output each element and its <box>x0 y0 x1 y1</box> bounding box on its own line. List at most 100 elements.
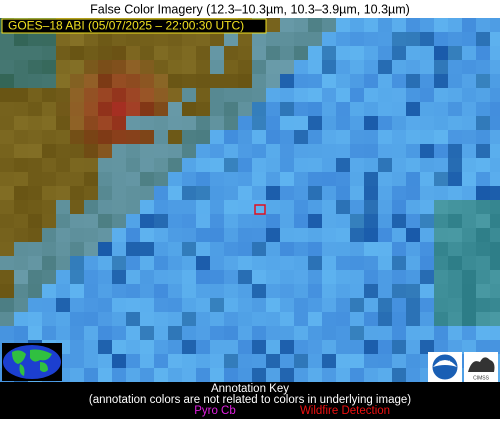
image-pixel <box>308 284 322 298</box>
image-pixel <box>42 312 56 326</box>
image-pixel <box>266 326 280 340</box>
image-pixel <box>280 130 294 144</box>
image-pixel <box>14 214 28 228</box>
image-pixel <box>448 60 462 74</box>
image-pixel <box>364 284 378 298</box>
image-pixel <box>420 18 434 32</box>
image-pixel <box>182 340 196 354</box>
image-pixel <box>476 158 490 172</box>
image-pixel <box>392 144 406 158</box>
image-pixel <box>266 354 280 368</box>
image-pixel <box>154 354 168 368</box>
image-pixel <box>350 116 364 130</box>
image-pixel <box>294 144 308 158</box>
image-pixel <box>224 270 238 284</box>
image-pixel <box>266 32 280 46</box>
image-pixel <box>112 46 126 60</box>
image-pixel <box>490 186 500 200</box>
image-pixel <box>112 228 126 242</box>
image-pixel <box>476 18 490 32</box>
image-pixel <box>322 102 336 116</box>
image-pixel <box>168 270 182 284</box>
image-pixel <box>224 60 238 74</box>
image-pixel <box>210 116 224 130</box>
image-pixel <box>448 130 462 144</box>
image-pixel <box>406 46 420 60</box>
image-pixel <box>490 284 500 298</box>
image-pixel <box>84 354 98 368</box>
image-pixel <box>28 74 42 88</box>
image-pixel <box>42 102 56 116</box>
image-pixel <box>322 312 336 326</box>
image-pixel <box>378 186 392 200</box>
image-pixel <box>406 200 420 214</box>
image-pixel <box>308 186 322 200</box>
image-pixel <box>56 298 70 312</box>
image-pixel <box>56 74 70 88</box>
image-pixel <box>280 60 294 74</box>
image-pixel <box>364 18 378 32</box>
image-pixel <box>238 32 252 46</box>
image-pixel <box>308 242 322 256</box>
image-pixel <box>154 74 168 88</box>
image-pixel <box>364 116 378 130</box>
image-pixel <box>182 326 196 340</box>
image-pixel <box>322 186 336 200</box>
image-pixel <box>0 298 14 312</box>
image-pixel <box>406 214 420 228</box>
image-pixel <box>84 256 98 270</box>
image-pixel <box>196 270 210 284</box>
image-pixel <box>14 312 28 326</box>
image-pixel <box>434 46 448 60</box>
image-pixel <box>112 326 126 340</box>
image-pixel <box>252 116 266 130</box>
image-pixel <box>182 256 196 270</box>
image-pixel <box>70 46 84 60</box>
image-pixel <box>210 368 224 382</box>
image-pixel <box>350 270 364 284</box>
image-pixel <box>364 256 378 270</box>
image-pixel <box>14 46 28 60</box>
image-pixel <box>238 88 252 102</box>
image-pixel <box>42 46 56 60</box>
image-pixel <box>182 368 196 382</box>
image-pixel <box>280 144 294 158</box>
image-pixel <box>168 298 182 312</box>
image-pixel <box>448 172 462 186</box>
image-pixel <box>210 186 224 200</box>
image-pixel <box>196 312 210 326</box>
image-pixel <box>322 368 336 382</box>
image-pixel <box>462 200 476 214</box>
image-pixel <box>182 158 196 172</box>
image-pixel <box>420 102 434 116</box>
image-pixel <box>294 88 308 102</box>
image-pixel <box>322 214 336 228</box>
image-pixel <box>280 186 294 200</box>
image-pixel <box>224 102 238 116</box>
image-pixel <box>476 340 490 354</box>
image-pixel <box>42 284 56 298</box>
image-pixel <box>350 228 364 242</box>
image-pixel <box>168 60 182 74</box>
image-pixel <box>322 340 336 354</box>
image-pixel <box>182 60 196 74</box>
image-pixel <box>238 298 252 312</box>
image-pixel <box>392 18 406 32</box>
image-pixel <box>252 102 266 116</box>
image-pixel <box>322 32 336 46</box>
image-pixel <box>280 368 294 382</box>
image-pixel <box>294 270 308 284</box>
image-pixel <box>392 326 406 340</box>
image-pixel <box>28 186 42 200</box>
image-pixel <box>490 130 500 144</box>
image-pixel <box>224 312 238 326</box>
image-pixel <box>392 88 406 102</box>
image-pixel <box>70 326 84 340</box>
image-pixel <box>84 46 98 60</box>
image-pixel <box>448 284 462 298</box>
image-pixel <box>350 32 364 46</box>
image-pixel <box>252 186 266 200</box>
image-pixel <box>56 46 70 60</box>
image-pixel <box>140 60 154 74</box>
